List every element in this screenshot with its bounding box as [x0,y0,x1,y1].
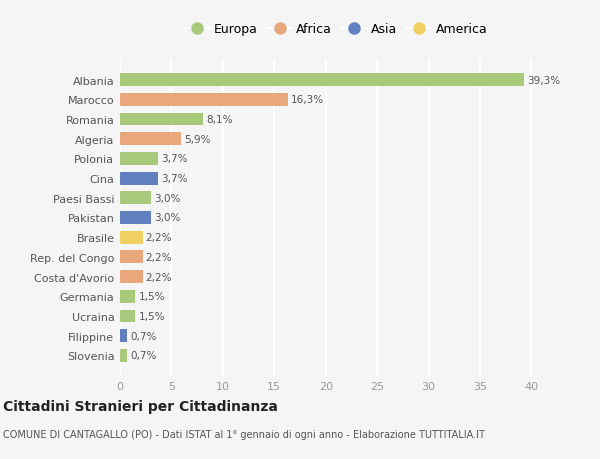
Text: 3,7%: 3,7% [161,174,188,184]
Bar [120,310,136,323]
Bar [120,212,151,224]
Bar [120,330,127,342]
Text: 8,1%: 8,1% [206,115,233,125]
Bar [120,74,524,87]
Text: 0,7%: 0,7% [130,351,157,361]
Text: COMUNE DI CANTAGALLO (PO) - Dati ISTAT al 1° gennaio di ogni anno - Elaborazione: COMUNE DI CANTAGALLO (PO) - Dati ISTAT a… [3,429,485,439]
Text: 0,7%: 0,7% [130,331,157,341]
Bar [120,290,136,303]
Text: 3,7%: 3,7% [161,154,188,164]
Text: 2,2%: 2,2% [146,272,172,282]
Text: 2,2%: 2,2% [146,233,172,243]
Text: 16,3%: 16,3% [291,95,324,105]
Text: 2,2%: 2,2% [146,252,172,263]
Bar [120,349,127,362]
Text: Cittadini Stranieri per Cittadinanza: Cittadini Stranieri per Cittadinanza [3,399,278,413]
Bar [120,192,151,205]
Bar [120,271,143,283]
Bar [120,251,143,264]
Text: 39,3%: 39,3% [527,75,560,85]
Bar [120,113,203,126]
Bar [120,133,181,146]
Text: 1,5%: 1,5% [139,291,165,302]
Text: 1,5%: 1,5% [139,311,165,321]
Bar [120,153,158,165]
Bar [120,94,287,106]
Bar [120,231,143,244]
Text: 3,0%: 3,0% [154,193,181,203]
Legend: Europa, Africa, Asia, America: Europa, Africa, Asia, America [179,18,493,41]
Text: 3,0%: 3,0% [154,213,181,223]
Bar [120,172,158,185]
Text: 5,9%: 5,9% [184,134,210,145]
